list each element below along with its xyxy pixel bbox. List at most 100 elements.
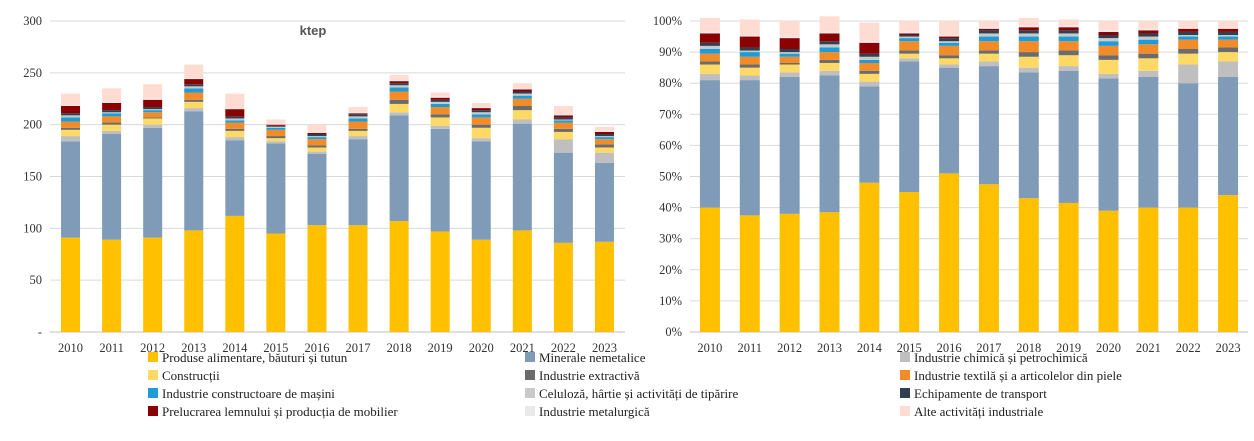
pct-bar-masini-2014	[859, 59, 880, 63]
pct-bar-produse-2010	[699, 207, 720, 332]
ktep-bar-chimica-2020	[471, 138, 491, 142]
ktep-bar-lemn-2019	[430, 97, 450, 100]
ktep-bar-celuloza-2022	[553, 119, 573, 121]
legend-swatch-lemn	[148, 406, 158, 416]
ktep-bar-masini-2023	[594, 137, 614, 140]
pct-bar-masini-2020	[1098, 41, 1119, 46]
ktep-bar-minerale-2017	[348, 139, 368, 226]
pct-bar-masini-2017	[978, 36, 999, 42]
pct-ytick-label: 30%	[659, 232, 682, 246]
ktep-xtick-label: 2012	[140, 341, 165, 355]
ktep-bar-alte-2014	[225, 93, 245, 109]
ktep-bar-lemn-2016	[307, 132, 327, 134]
ktep-bar-celuloza-2017	[348, 116, 368, 119]
ktep-bar-minerale-2021	[512, 123, 532, 231]
pct-bar-lemn-2022	[1178, 28, 1199, 32]
pct-bar-lemn-2020	[1098, 31, 1119, 35]
pct-bar-constructii-2023	[1218, 52, 1239, 62]
ktep-bar-extractiva-2021	[512, 106, 532, 111]
ktep-bar-produse-2016	[307, 225, 327, 332]
pct-ytick-label: 10%	[659, 294, 682, 308]
ktep-bar-celuloza-2021	[512, 93, 532, 96]
pct-bar-textila-2020	[1098, 45, 1119, 56]
ktep-bar-extractiva-2013	[184, 99, 204, 102]
pct-bar-lemn-2019	[1058, 27, 1079, 31]
pct-bar-textila-2012	[779, 56, 800, 63]
pct-bar-alte-2015	[899, 21, 920, 32]
pct-bar-extractiva-2012	[779, 62, 800, 65]
ktep-bar-alte-2018	[389, 74, 409, 81]
ktep-bar-masini-2012	[143, 110, 163, 113]
ktep-bar-produse-2011	[102, 239, 122, 332]
ktep-xtick-label: 2015	[263, 341, 288, 355]
pct-bar-chimica-2012	[779, 72, 800, 77]
pct-bar-transport-2021	[1138, 33, 1159, 37]
pct-bar-masini-2021	[1138, 39, 1159, 45]
pct-bar-transport-2022	[1178, 31, 1199, 35]
ktep-bar-metalurgica-2019	[430, 96, 450, 98]
ktep-bar-lemn-2022	[553, 115, 573, 118]
pct-bar-chimica-2023	[1218, 61, 1239, 77]
pct-bar-produse-2023	[1218, 195, 1239, 332]
pct-xtick-label: 2016	[937, 341, 962, 355]
pct-bar-textila-2017	[978, 41, 999, 51]
ktep-bar-textila-2014	[225, 122, 245, 129]
ktep-bar-metalurgica-2016	[307, 131, 327, 133]
ktep-bar-masini-2016	[307, 137, 327, 140]
pct-ytick-label: 100%	[653, 14, 682, 28]
ktep-bar-metalurgica-2014	[225, 108, 245, 110]
pct-ytick-label: 50%	[659, 170, 682, 184]
ktep-bar-constructii-2022	[553, 131, 573, 140]
ktep-ytick-label: 300	[23, 14, 42, 28]
pct-bar-constructii-2016	[939, 58, 960, 65]
ktep-bar-celuloza-2013	[184, 86, 204, 89]
ktep-bar-minerale-2015	[266, 143, 286, 234]
ktep-bar-chimica-2013	[184, 108, 204, 112]
pct-bar-constructii-2015	[899, 53, 920, 59]
pct-bar-transport-2019	[1058, 30, 1079, 34]
legend-label-minerale: Minerale nemetalice	[539, 350, 646, 365]
legend-swatch-minerale	[525, 352, 535, 362]
ktep-bar-masini-2020	[471, 114, 491, 118]
pct-bar-celuloza-2019	[1058, 33, 1079, 37]
pct-bar-alte-2018	[1018, 17, 1039, 26]
pct-bar-textila-2023	[1218, 39, 1239, 48]
ktep-bar-chimica-2016	[307, 151, 327, 154]
ktep-bar-produse-2014	[225, 215, 245, 332]
pct-bar-extractiva-2020	[1098, 55, 1119, 60]
pct-bar-masini-2023	[1218, 36, 1239, 40]
pct-bar-alte-2022	[1178, 21, 1199, 28]
ktep-bar-lemn-2013	[184, 79, 204, 85]
ktep-bar-lemn-2018	[389, 81, 409, 84]
ktep-bar-alte-2019	[430, 92, 450, 97]
ktep-bar-alte-2015	[266, 119, 286, 124]
pct-bar-extractiva-2010	[699, 61, 720, 65]
pct-bar-celuloza-2018	[1018, 33, 1039, 37]
legend-swatch-alte	[900, 406, 910, 416]
ktep-ytick-label: 50	[30, 273, 43, 287]
pct-bar-alte-2012	[779, 21, 800, 37]
ktep-bar-minerale-2012	[143, 127, 163, 238]
pct-bar-extractiva-2021	[1138, 53, 1159, 59]
ktep-bar-extractiva-2020	[471, 124, 491, 128]
pct-bar-minerale-2010	[699, 80, 720, 208]
pct-bar-chimica-2014	[859, 81, 880, 87]
ktep-bar-chimica-2018	[389, 112, 409, 116]
ktep-bar-transport-2023	[594, 133, 614, 137]
pct-bar-produse-2021	[1138, 207, 1159, 332]
ktep-bar-celuloza-2020	[471, 112, 491, 115]
ktep-bar-chimica-2022	[553, 139, 573, 153]
ktep-bar-constructii-2016	[307, 147, 327, 152]
pct-bar-masini-2010	[699, 48, 720, 54]
legend-label-constructii: Construcții	[162, 368, 220, 383]
ktep-bar-masini-2019	[430, 103, 450, 108]
pct-bar-extractiva-2023	[1218, 47, 1239, 53]
pct-xtick-label: 2019	[1056, 341, 1081, 355]
pct-bar-celuloza-2022	[1178, 34, 1199, 37]
ktep-xtick-label: 2021	[510, 341, 535, 355]
ktep-bar-metalurgica-2015	[266, 123, 286, 125]
pct-bar-lemn-2023	[1218, 28, 1239, 32]
legend-label-lemn: Prelucrarea lemnului și producția de mob…	[162, 404, 398, 419]
ktep-bar-textila-2017	[348, 121, 368, 129]
